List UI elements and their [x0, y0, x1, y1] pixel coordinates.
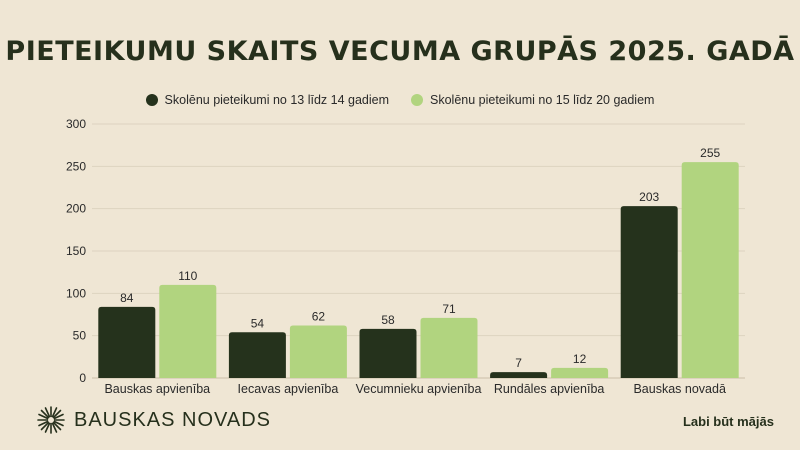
- bar-series-2: [681, 162, 739, 378]
- data-label: 255: [700, 146, 720, 160]
- sun-burst-icon: [37, 406, 65, 434]
- bar-series-2: [159, 284, 217, 378]
- x-tick-label: Bauskas apvienība: [104, 382, 210, 396]
- y-tick-label: 100: [66, 286, 86, 300]
- bar-series-2: [289, 325, 347, 378]
- y-tick-label: 250: [66, 159, 86, 173]
- chart-title: PIETEIKUMU SKAITS VECUMA GRUPĀS 2025. GA…: [5, 36, 795, 67]
- x-tick-label: Vecumnieku apvienība: [356, 382, 482, 396]
- legend-dot-series-2: [411, 94, 423, 106]
- bar-series-2: [551, 367, 609, 378]
- footer-brand-name: BAUSKAS NOVADS: [74, 408, 272, 431]
- footer-slogan: Labi būt mājās: [682, 414, 774, 429]
- data-label: 62: [312, 310, 326, 324]
- data-label: 54: [251, 316, 265, 330]
- legend-item-series-1: Skolēnu pieteikumi no 13 līdz 14 gadiem: [145, 93, 389, 107]
- bar-series-1: [620, 206, 678, 378]
- legend-item-series-2: Skolēnu pieteikumi no 15 līdz 20 gadiem: [411, 93, 654, 107]
- y-tick-label: 200: [66, 202, 86, 216]
- bar-series-1: [359, 328, 417, 378]
- y-tick-label: 50: [73, 329, 87, 343]
- bar-series-1: [490, 372, 548, 378]
- chart-legend: Skolēnu pieteikumi no 13 līdz 14 gadiem …: [0, 93, 800, 107]
- legend-dot-series-1: [145, 94, 158, 106]
- footer-logo: BAUSKAS NOVADS: [36, 405, 271, 435]
- data-label: 110: [178, 269, 197, 283]
- bar-series-1: [228, 332, 286, 378]
- legend-label-series-2: Skolēnu pieteikumi no 15 līdz 20 gadiem: [430, 93, 655, 107]
- x-tick-label: Iecavas apvienība: [238, 382, 339, 396]
- x-tick-label: Bauskas novadā: [633, 382, 725, 396]
- y-tick-label: 0: [79, 371, 86, 385]
- y-tick-label: 150: [66, 244, 86, 258]
- y-tick-label: 300: [66, 117, 86, 131]
- bar-series-2: [420, 317, 478, 378]
- data-label: 71: [442, 302, 456, 316]
- data-label: 58: [381, 313, 395, 327]
- bar-series-1: [98, 306, 156, 378]
- data-label: 203: [639, 190, 659, 204]
- x-tick-label: Rundāles apvienība: [494, 382, 605, 396]
- data-label: 7: [515, 356, 522, 370]
- legend-label-series-1: Skolēnu pieteikumi no 13 līdz 14 gadiem: [164, 93, 389, 107]
- data-label: 12: [573, 352, 587, 366]
- data-label: 84: [120, 291, 134, 305]
